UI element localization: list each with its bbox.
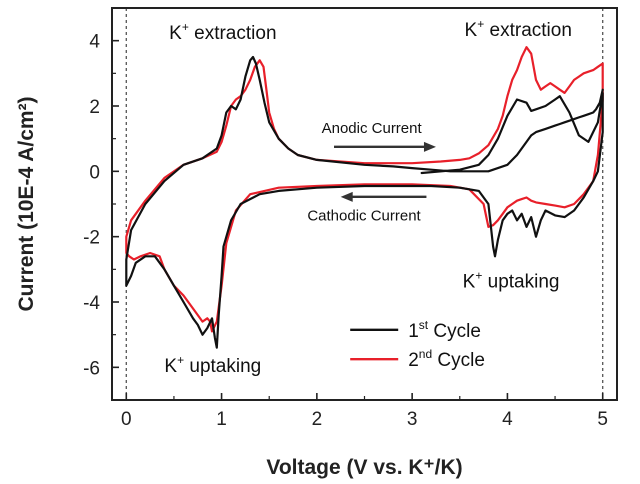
annotation-uptaking-left: K+ uptaking [164, 353, 261, 377]
y-tick-label: 0 [89, 162, 100, 183]
arrow-anodic-label: Anodic Current [322, 120, 423, 137]
legend: 1st Cycle 2nd Cycle [350, 318, 485, 371]
x-tick-label: 1 [216, 409, 227, 430]
y-tick-label: -6 [83, 358, 100, 379]
x-tick-label: 0 [121, 409, 132, 430]
reference-lines [125, 8, 604, 400]
y-tick-label: 4 [89, 32, 100, 53]
y-tick-label: -2 [83, 228, 100, 249]
y-axis-title: Current (10E-4 A/cm²) [15, 96, 38, 311]
axis-ticks: 0 1 2 3 4 5 -6 -4 -2 0 2 4 [83, 7, 608, 430]
series-layer [125, 46, 604, 349]
legend-label-cycle-2: 2nd Cycle [408, 347, 485, 371]
x-tick-label: 3 [407, 409, 418, 430]
annotation-extraction-left: K+ extraction [169, 20, 276, 44]
series-line-cycle-1 [125, 55, 604, 349]
annotations: K+ extraction K+ extraction K+ uptaking K+ … [164, 17, 572, 377]
x-tick-label: 5 [597, 409, 608, 430]
x-tick-label: 2 [312, 409, 323, 430]
arrow-anodic-head [423, 141, 436, 152]
current-arrows: Anodic Current Cathodic Current [307, 120, 436, 224]
annotation-extraction-right: K+ extraction [465, 17, 572, 41]
legend-label-cycle-1: 1st Cycle [408, 318, 481, 342]
x-tick-label: 4 [502, 409, 513, 430]
y-tick-label: 2 [89, 97, 100, 118]
y-tick-label: -4 [83, 293, 100, 314]
x-axis-title: Voltage (V vs. K⁺/K) [266, 456, 462, 479]
arrow-cathodic-head [340, 191, 353, 202]
annotation-uptaking-right: K+ uptaking [463, 268, 560, 292]
arrow-cathodic-label: Cathodic Current [307, 207, 421, 224]
